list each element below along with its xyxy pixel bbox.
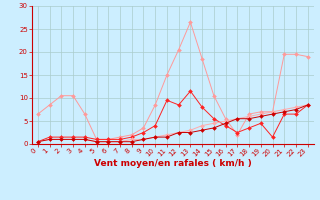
X-axis label: Vent moyen/en rafales ( km/h ): Vent moyen/en rafales ( km/h ) (94, 159, 252, 168)
